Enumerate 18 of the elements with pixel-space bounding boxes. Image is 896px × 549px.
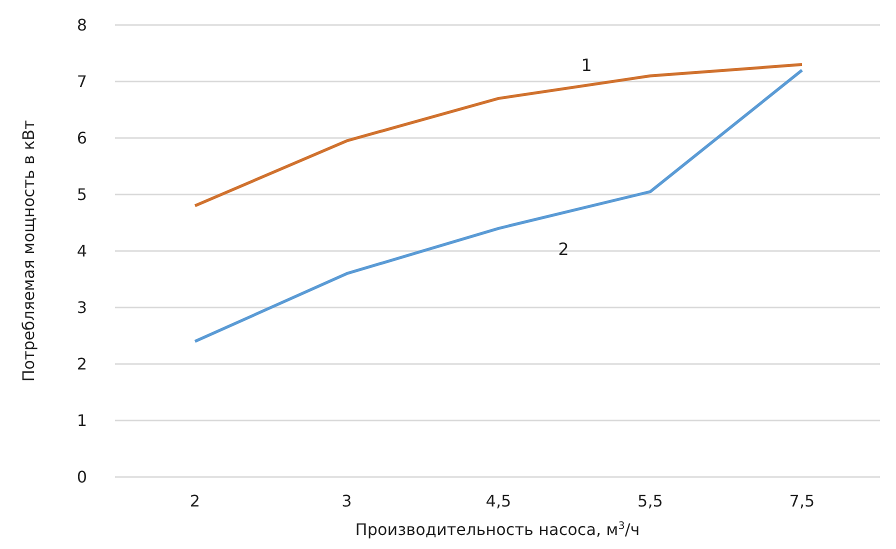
x-tick-label: 5,5 [638, 491, 663, 510]
y-tick-label: 1 [76, 411, 87, 430]
series-label: 1 [581, 56, 592, 76]
x-tick-label: 4,5 [486, 491, 512, 510]
y-tick-label: 5 [76, 185, 87, 204]
y-tick-label: 4 [76, 242, 87, 261]
y-tick-label: 6 [76, 128, 87, 148]
series-label: 2 [558, 240, 569, 260]
y-axis-title: Потребляемая мощность в кВт [19, 120, 38, 382]
y-tick-label: 3 [76, 298, 87, 318]
x-tick-label: 3 [342, 491, 352, 510]
x-tick-label: 7,5 [789, 491, 815, 510]
y-tick-label: 2 [76, 354, 87, 374]
x-tick-label: 2 [190, 491, 200, 510]
x-axis-title: Производительность насоса, м$^{3}$/ч [355, 520, 640, 539]
y-tick-label: 0 [76, 468, 87, 487]
y-tick-label: 8 [76, 16, 87, 35]
y-tick-label: 7 [76, 72, 87, 92]
